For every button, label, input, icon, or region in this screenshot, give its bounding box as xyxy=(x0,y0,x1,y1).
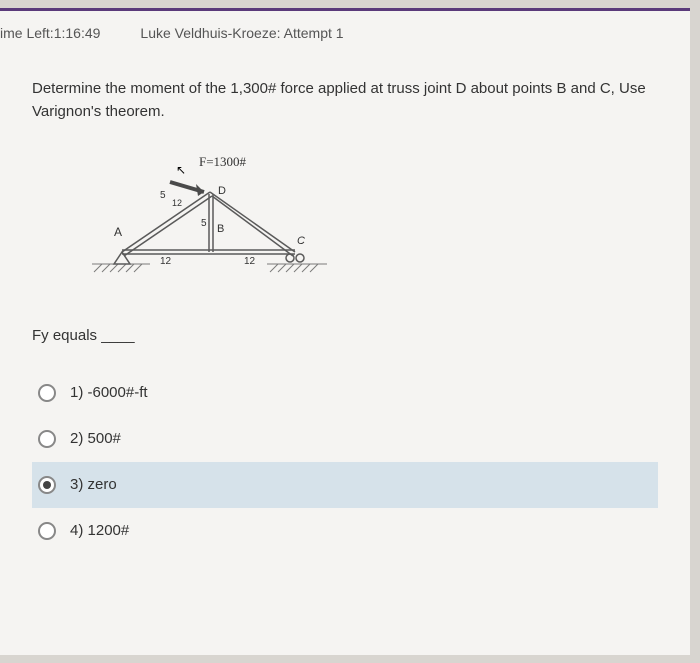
dim-5b: 5 xyxy=(201,218,207,229)
option-label: 1) -6000#-ft xyxy=(70,384,148,401)
label-B: B xyxy=(217,223,224,235)
radio-icon xyxy=(38,430,56,448)
option-4[interactable]: 4) 1200# xyxy=(32,508,658,554)
timer-label: ime Left: xyxy=(0,25,54,41)
radio-icon xyxy=(38,384,56,402)
option-1[interactable]: 1) -6000#-ft xyxy=(32,370,658,416)
label-C: C xyxy=(297,235,305,247)
quiz-header: ime Left:1:16:49 Luke Veldhuis-Kroeze: A… xyxy=(0,11,690,51)
dim-12l: 12 xyxy=(160,256,172,267)
force-label: F=1300# xyxy=(199,154,247,169)
dim-12r: 12 xyxy=(244,256,256,267)
option-label: 4) 1200# xyxy=(70,522,129,539)
radio-icon xyxy=(38,522,56,540)
radio-icon xyxy=(38,476,56,494)
timer-value: 1:16:49 xyxy=(54,25,101,41)
option-3[interactable]: 3) zero xyxy=(32,462,658,508)
cursor-icon: ↖ xyxy=(176,163,186,177)
question-text: Determine the moment of the 1,300# force… xyxy=(32,77,658,124)
option-label: 2) 500# xyxy=(70,430,121,447)
sub-question: Fy equals ____ xyxy=(32,327,658,344)
question-content: Determine the moment of the 1,300# force… xyxy=(0,51,690,554)
time-left: ime Left:1:16:49 xyxy=(0,25,100,41)
quiz-page: ime Left:1:16:49 Luke Veldhuis-Kroeze: A… xyxy=(0,8,690,655)
option-2[interactable]: 2) 500# xyxy=(32,416,658,462)
option-label: 3) zero xyxy=(70,476,117,493)
label-D: D xyxy=(218,185,226,197)
label-A: A xyxy=(114,225,122,239)
dim-5a: 5 xyxy=(160,190,166,201)
attempt-info: Luke Veldhuis-Kroeze: Attempt 1 xyxy=(140,25,343,41)
truss-diagram: A D B C F=1300# 5 12 5 12 12 ↖ xyxy=(92,144,342,294)
options-list: 1) -6000#-ft 2) 500# 3) zero 4) 1200# xyxy=(32,370,658,554)
dim-12top: 12 xyxy=(172,198,182,208)
